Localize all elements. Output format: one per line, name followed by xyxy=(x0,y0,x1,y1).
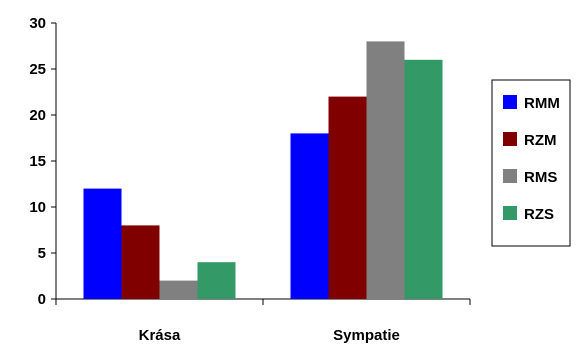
bars xyxy=(83,41,443,300)
legend: RMM RZM RMS RZS xyxy=(491,79,571,247)
y-axis: 0 5 10 15 20 25 30 xyxy=(29,15,57,308)
legend-label-rzm: RZM xyxy=(524,132,557,149)
bar-rmm-1 xyxy=(290,133,329,299)
legend-label-rzs: RZS xyxy=(524,206,554,223)
bar-rmm-0 xyxy=(83,188,122,299)
legend-swatch-rms xyxy=(503,169,517,183)
category-label: Krása xyxy=(139,327,181,344)
y-tick-label: 0 xyxy=(38,291,46,308)
legend-label-rms: RMS xyxy=(524,169,557,186)
y-tick-label: 30 xyxy=(29,15,46,32)
y-tick-label: 25 xyxy=(29,61,46,78)
legend-swatch-rmm xyxy=(503,95,517,109)
bar-rzs-0 xyxy=(197,262,236,299)
bar-rzm-0 xyxy=(121,225,160,299)
bar-rms-1 xyxy=(366,41,405,300)
y-tick-label: 20 xyxy=(29,107,46,124)
category-label: Sympatie xyxy=(333,327,400,344)
bar-rms-0 xyxy=(159,280,198,299)
category-labels: Krása Sympatie xyxy=(139,327,400,344)
y-tick-label: 5 xyxy=(38,245,46,262)
legend-label-rmm: RMM xyxy=(524,95,560,112)
bar-rzm-1 xyxy=(328,96,367,299)
x-axis xyxy=(55,298,471,305)
legend-swatch-rzs xyxy=(503,206,517,220)
y-tick-label: 15 xyxy=(29,153,46,170)
legend-swatch-rzm xyxy=(503,132,517,146)
y-tick-label: 10 xyxy=(29,199,46,216)
bar-rzs-1 xyxy=(404,59,443,299)
